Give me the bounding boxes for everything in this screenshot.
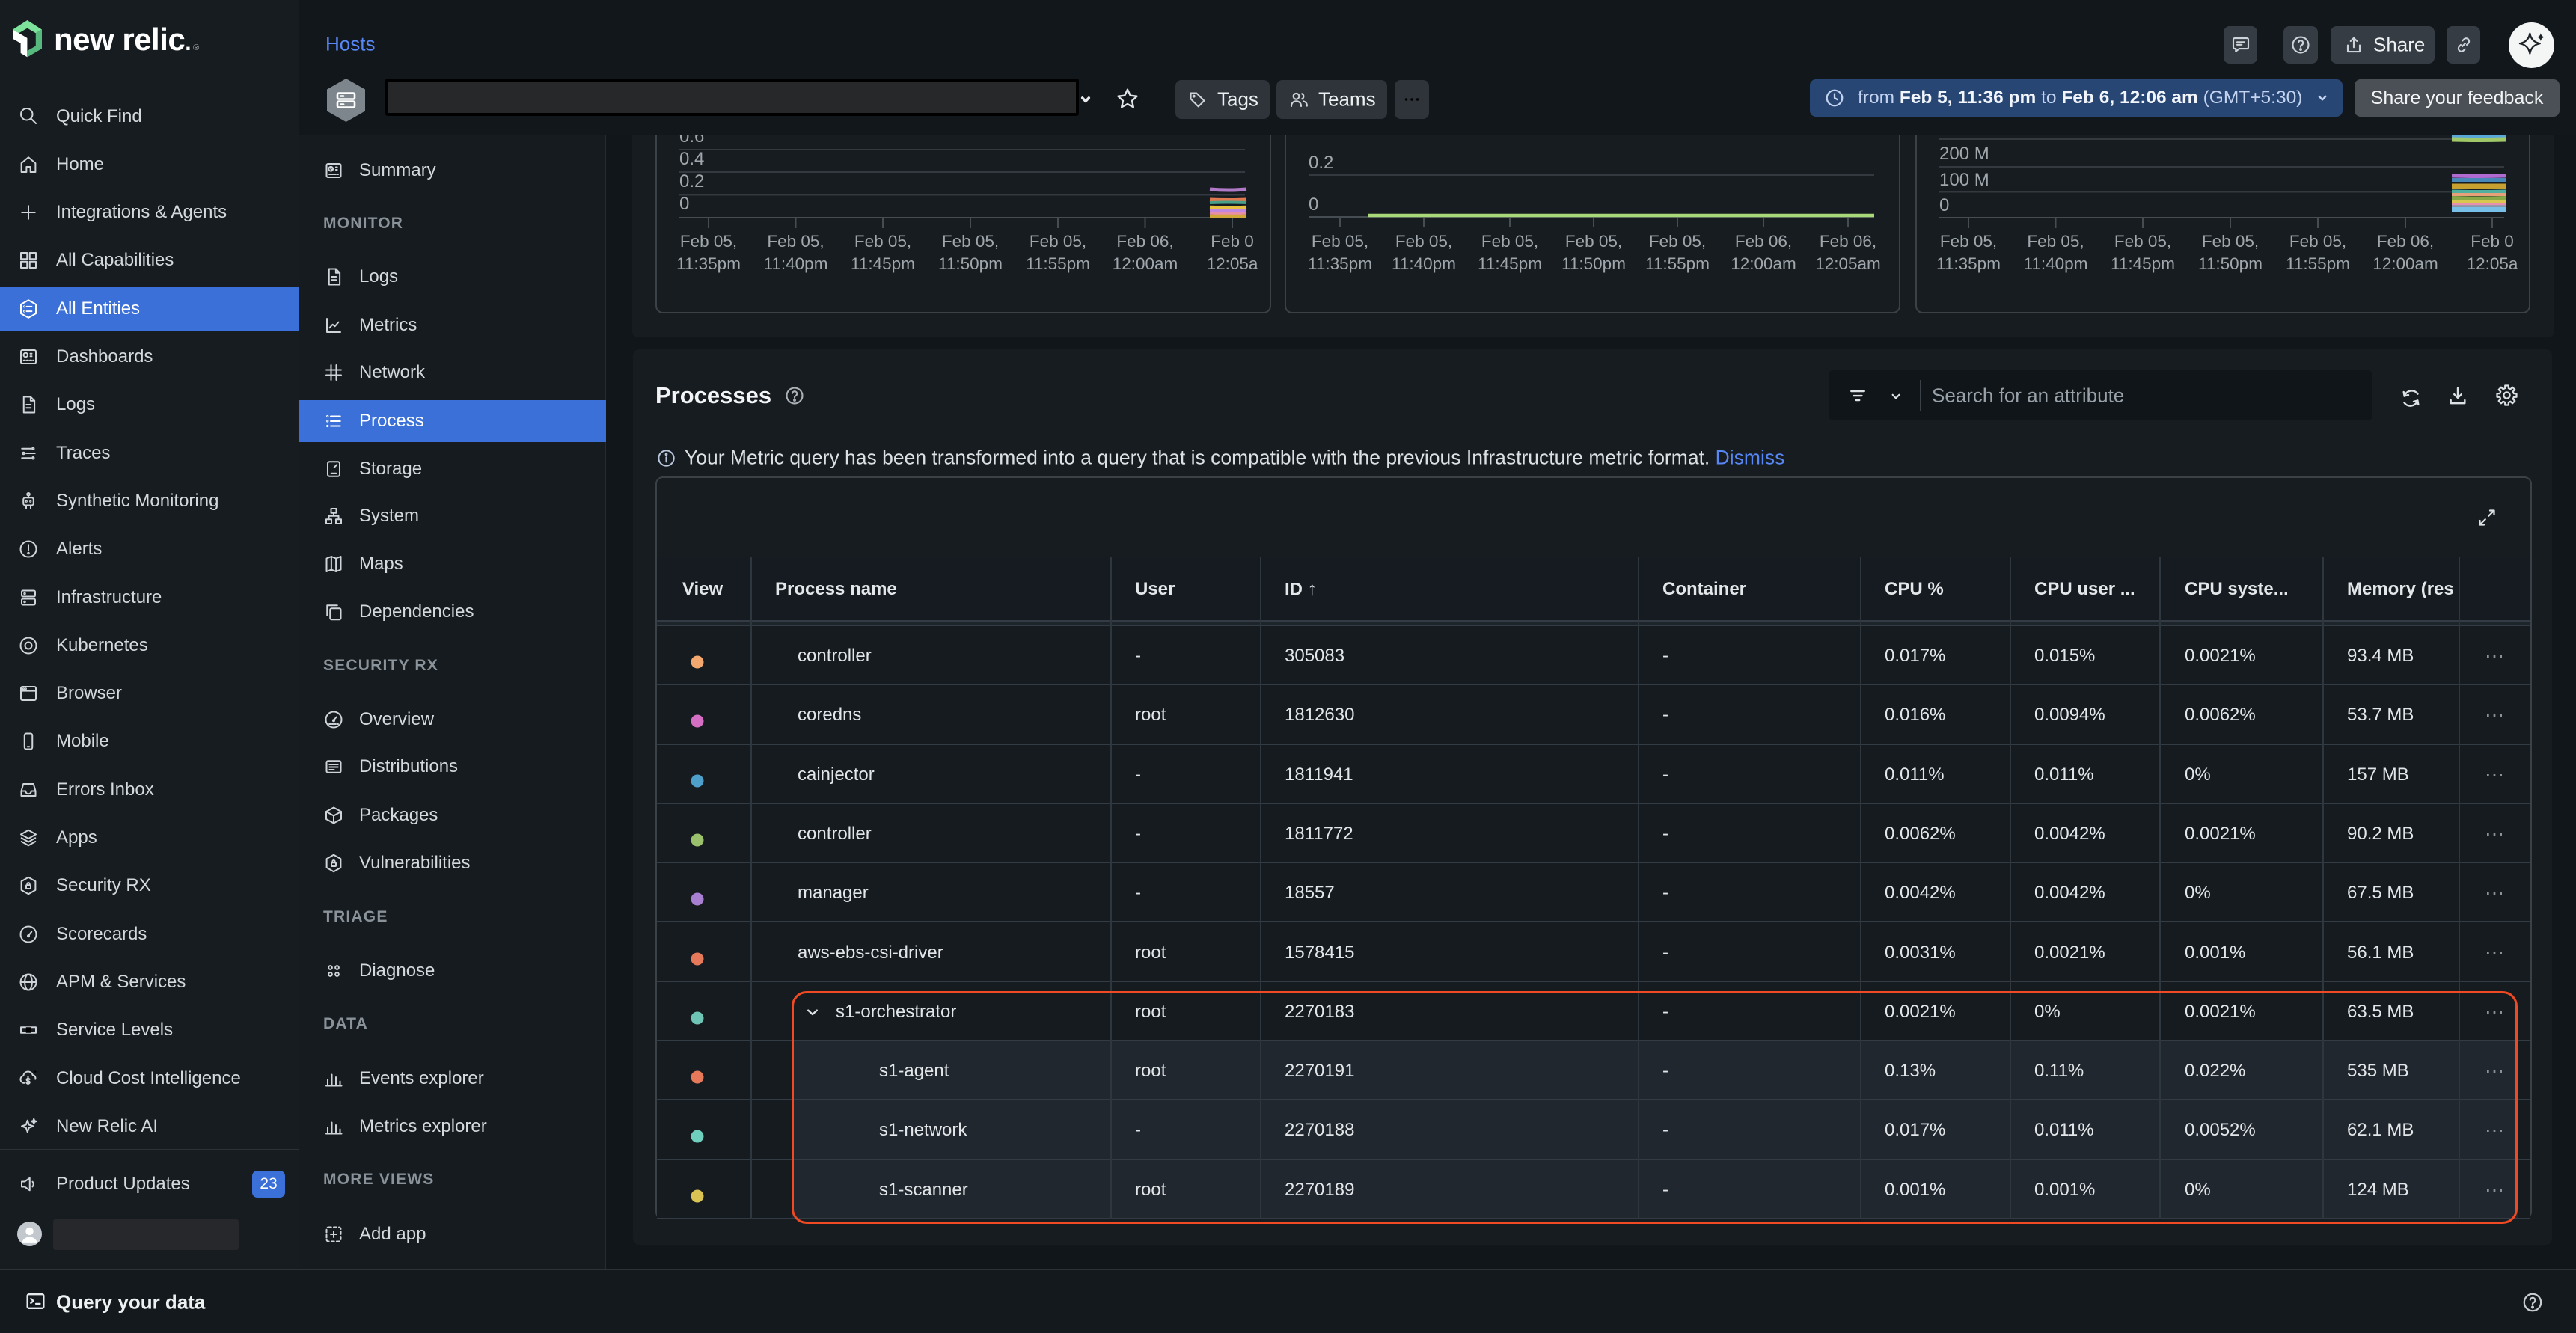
svg-text:Feb 06,: Feb 06, [1116,232,1173,251]
svg-text:Feb 05,: Feb 05, [2114,232,2171,251]
svg-text:Feb 06,: Feb 06, [1735,232,1792,251]
svg-text:100 M: 100 M [1939,170,1989,190]
svg-text:11:50pm: 11:50pm [1561,254,1626,273]
svg-text:11:55pm: 11:55pm [1026,254,1090,273]
svg-text:11:45pm: 11:45pm [851,254,915,273]
svg-text:Feb 0: Feb 0 [1211,232,1254,251]
svg-text:Feb 05,: Feb 05, [1940,232,1997,251]
svg-text:Feb 06,: Feb 06, [1820,232,1876,251]
svg-text:Feb 05,: Feb 05, [942,232,999,251]
svg-text:12:05a: 12:05a [2467,254,2518,273]
svg-text:11:55pm: 11:55pm [1645,254,1710,273]
svg-text:Feb 05,: Feb 05, [680,232,737,251]
svg-text:0.4: 0.4 [679,149,704,169]
svg-text:Feb 05,: Feb 05, [2202,232,2259,251]
svg-text:12:00am: 12:00am [1731,254,1796,273]
svg-text:11:35pm: 11:35pm [1936,254,2001,273]
svg-text:11:55pm: 11:55pm [2286,254,2350,273]
svg-text:200 M: 200 M [1939,144,1989,164]
svg-text:Feb 05,: Feb 05, [1395,232,1452,251]
svg-text:Feb 05,: Feb 05, [1565,232,1622,251]
svg-text:Feb 05,: Feb 05, [1649,232,1706,251]
svg-text:11:40pm: 11:40pm [2024,254,2088,273]
svg-text:Feb 06,: Feb 06, [2377,232,2434,251]
svg-text:12:00am: 12:00am [1113,254,1178,273]
svg-text:0: 0 [1309,194,1318,215]
svg-text:Feb 05,: Feb 05, [1481,232,1538,251]
svg-text:Feb 0: Feb 0 [2471,232,2514,251]
svg-text:Feb 05,: Feb 05, [1030,232,1086,251]
svg-text:0.2: 0.2 [679,171,704,191]
svg-text:11:35pm: 11:35pm [676,254,741,273]
svg-text:Feb 05,: Feb 05, [767,232,824,251]
svg-text:11:50pm: 11:50pm [938,254,1003,273]
svg-text:11:45pm: 11:45pm [1478,254,1542,273]
svg-text:0.6: 0.6 [679,135,704,147]
svg-text:Feb 05,: Feb 05, [2027,232,2084,251]
svg-text:0.2: 0.2 [1309,153,1333,173]
svg-text:11:45pm: 11:45pm [2111,254,2175,273]
svg-text:Feb 05,: Feb 05, [2289,232,2346,251]
svg-text:11:40pm: 11:40pm [764,254,828,273]
svg-text:11:40pm: 11:40pm [1392,254,1456,273]
svg-text:12:00am: 12:00am [2372,254,2438,273]
svg-text:12:05a: 12:05a [1207,254,1258,273]
svg-text:0: 0 [679,194,689,214]
svg-text:12:05am: 12:05am [1815,254,1881,273]
svg-text:Feb 05,: Feb 05, [854,232,911,251]
svg-text:Feb 05,: Feb 05, [1312,232,1368,251]
svg-text:11:50pm: 11:50pm [2198,254,2263,273]
svg-text:11:35pm: 11:35pm [1308,254,1372,273]
svg-text:0: 0 [1939,195,1949,215]
